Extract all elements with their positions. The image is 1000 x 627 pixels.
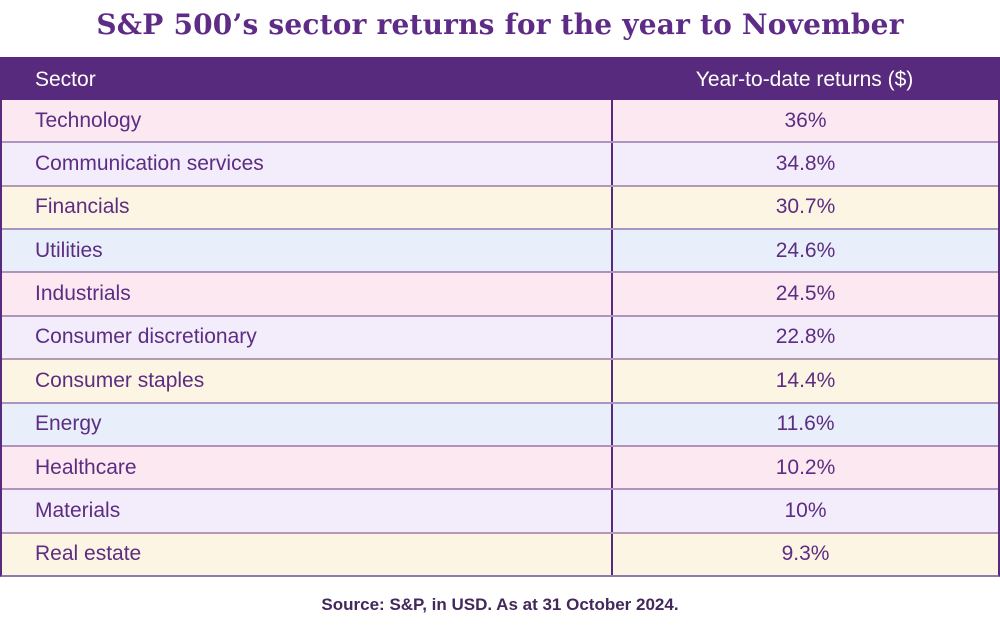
value-cell: 14.4% <box>611 360 998 402</box>
table-row: Materials 10% <box>2 488 998 532</box>
value-cell: 10% <box>611 490 998 532</box>
header-cell-returns: Year-to-date returns ($) <box>695 67 914 91</box>
header-cell-sector: Sector <box>35 67 96 91</box>
value-cell: 11.6% <box>611 403 998 445</box>
table-row: Technology 36% <box>2 100 998 142</box>
sector-cell: Energy <box>35 412 102 436</box>
value-cell: 9.3% <box>611 533 998 575</box>
value-cell: 10.2% <box>611 446 998 489</box>
sector-cell: Healthcare <box>35 455 137 479</box>
sector-cell: Materials <box>35 498 121 522</box>
sector-cell: Consumer discretionary <box>35 325 257 349</box>
source-note: Source: S&P, in USD. As at 31 October 20… <box>321 595 679 614</box>
table-header-row: Sector Year-to-date returns ($) <box>2 59 998 100</box>
table-body: Technology 36% Communication services 34.8%… <box>2 100 998 575</box>
value-cell: 36% <box>611 100 998 142</box>
table-row: Consumer staples 14.4% <box>2 358 998 402</box>
sector-cell: Financials <box>35 195 130 219</box>
table-row: Financials 30.7% <box>2 184 998 229</box>
table-row: Consumer discretionary 22.8% <box>2 314 998 359</box>
value-cell: 24.6% <box>611 230 998 272</box>
value-cell: 34.8% <box>611 143 998 185</box>
sector-cell: Utilities <box>35 238 103 262</box>
value-cell: 22.8% <box>611 316 998 359</box>
page-title: S&P 500’s sector returns for the year to… <box>96 8 904 41</box>
value-cell: 30.7% <box>611 186 998 229</box>
table-row: Industrials 24.5% <box>2 271 998 315</box>
table-row: Energy 11.6% <box>2 401 998 445</box>
table-row: Healthcare 10.2% <box>2 444 998 489</box>
sector-returns-table: Sector Year-to-date returns ($) Technolo… <box>0 57 1000 577</box>
sector-cell: Real estate <box>35 542 142 566</box>
sector-cell: Industrials <box>35 282 131 306</box>
sector-cell: Consumer staples <box>35 368 205 392</box>
sector-cell: Communication services <box>35 152 264 176</box>
sector-cell: Technology <box>35 108 142 132</box>
table-row: Utilities 24.6% <box>2 228 998 272</box>
table-row: Real estate 9.3% <box>2 531 998 575</box>
value-cell: 24.5% <box>611 273 998 315</box>
table-row: Communication services 34.8% <box>2 141 998 185</box>
